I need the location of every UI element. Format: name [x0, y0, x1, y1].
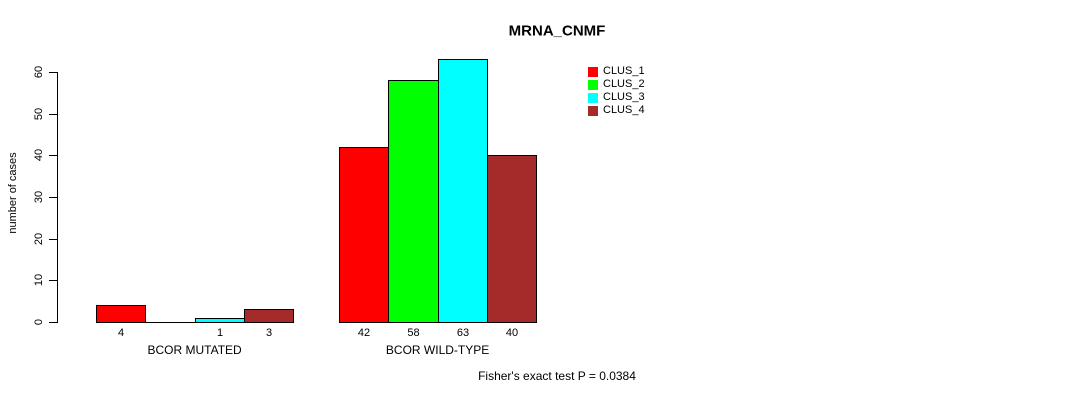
y-axis-tick: [49, 280, 57, 282]
bar-clus-4-bcor-mutated: [244, 309, 294, 323]
bar-clus-1-bcor-wild-type: [339, 147, 389, 323]
y-axis-tick-label: 60: [33, 65, 45, 79]
legend-swatch: [588, 105, 598, 116]
legend-item-clus-4: CLUS_4: [588, 104, 645, 117]
bar-clus-3-bcor-mutated: [195, 318, 245, 323]
y-axis-tick: [49, 113, 57, 115]
x-category-label-bcor-mutated: BCOR MUTATED: [147, 343, 242, 357]
bar-clus-2-bcor-wild-type: [388, 80, 439, 323]
y-axis-tick-label: 20: [33, 232, 45, 245]
x-category-label-bcor-wild-type: BCOR WILD-TYPE: [385, 343, 490, 357]
annotation-text: Fisher's exact test P = 0.0384: [478, 369, 636, 383]
y-axis-tick: [49, 155, 57, 157]
bar-value-label: 40: [505, 327, 519, 339]
y-axis-tick: [49, 322, 57, 323]
y-axis-tick-label: 0: [33, 318, 45, 326]
legend-label: CLUS_1: [603, 65, 645, 77]
bar-clus-3-bcor-wild-type: [438, 59, 488, 323]
legend-label: CLUS_4: [603, 104, 645, 116]
legend-swatch: [588, 92, 598, 103]
y-axis-tick: [49, 197, 57, 198]
bar-value-label: 1: [216, 327, 224, 339]
legend-label: CLUS_3: [603, 91, 645, 103]
legend: CLUS_1 CLUS_2 CLUS_3 CLUS_4: [588, 65, 645, 117]
legend-item-clus-2: CLUS_2: [588, 78, 645, 91]
bar-value-label: 63: [456, 327, 470, 339]
legend-swatch: [588, 79, 598, 90]
legend-swatch: [588, 66, 598, 77]
legend-item-clus-3: CLUS_3: [588, 91, 645, 104]
chart-title: MRNA_CNMF: [508, 22, 606, 40]
legend-label: CLUS_2: [603, 78, 645, 90]
y-axis-line: [57, 72, 58, 323]
y-axis-tick: [49, 72, 57, 73]
bar-value-label: 3: [265, 327, 273, 339]
y-axis-tick-label: 10: [33, 274, 45, 287]
y-axis-tick: [49, 238, 57, 240]
y-axis-label: number of cases: [7, 152, 19, 234]
bar-clus-4-bcor-wild-type: [487, 155, 537, 323]
y-axis-tick-label: 40: [33, 149, 45, 162]
y-axis-tick-label: 30: [33, 190, 45, 204]
y-axis-tick-label: 50: [33, 107, 45, 120]
legend-item-clus-1: CLUS_1: [588, 65, 645, 78]
bar-value-label: 42: [357, 327, 371, 339]
bar-value-label: 58: [407, 327, 420, 339]
bar-value-label: 4: [117, 327, 125, 339]
bar-clus-1-bcor-mutated: [96, 305, 146, 323]
